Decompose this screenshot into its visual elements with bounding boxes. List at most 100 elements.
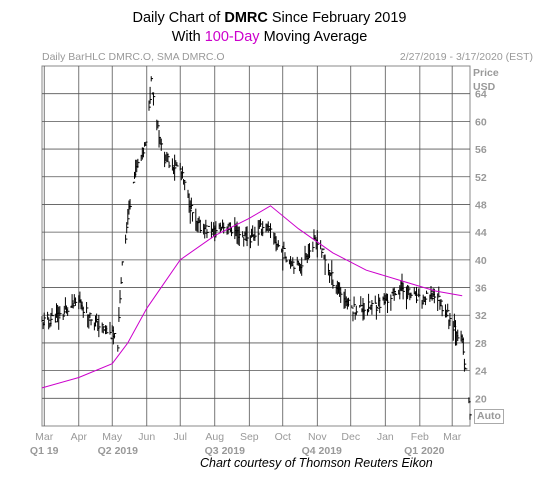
price-bar <box>72 302 76 309</box>
price-bar <box>113 333 117 339</box>
price-bar <box>463 358 467 372</box>
price-bar <box>243 237 246 247</box>
price-bar <box>254 226 257 241</box>
price-bar <box>187 189 190 198</box>
price-bar <box>449 312 452 326</box>
price-bar <box>418 288 421 298</box>
plot-frame <box>41 65 471 427</box>
price-bar <box>323 254 326 260</box>
price-bar <box>468 397 471 404</box>
price-bar <box>394 292 398 296</box>
price-bar <box>106 325 109 335</box>
price-bar <box>277 240 281 248</box>
price-bar <box>184 180 187 191</box>
price-bar <box>109 321 112 335</box>
price-bar <box>120 277 123 284</box>
price-bar <box>183 178 186 185</box>
price-bar <box>101 322 104 333</box>
price-bar <box>102 326 106 334</box>
y-tick-label: 48 <box>475 199 487 211</box>
price-bar <box>63 305 67 315</box>
y-tick-label: 40 <box>475 255 487 267</box>
price-bar <box>179 162 183 171</box>
x-tick-label: Mar <box>35 431 54 443</box>
price-bar <box>137 158 140 168</box>
price-bar <box>421 299 424 309</box>
price-bar <box>447 303 450 313</box>
x-tick-label: Mar <box>443 431 462 443</box>
price-bar <box>452 321 456 341</box>
price-bar <box>199 219 203 233</box>
price-bar <box>351 305 354 309</box>
price-bar <box>167 153 170 163</box>
y-tick-label: 28 <box>475 338 487 350</box>
price-bar <box>125 234 128 244</box>
price-bar <box>430 285 433 300</box>
price-bar <box>390 294 393 311</box>
price-bar <box>431 292 434 301</box>
price-bar <box>371 300 374 315</box>
price-bar <box>48 317 51 330</box>
y-axis-unit-price: Price <box>473 67 499 79</box>
moving-average-label: 100-Day <box>204 29 260 45</box>
price-bar <box>205 219 208 230</box>
price-bar <box>59 306 62 317</box>
price-bar <box>363 302 366 320</box>
price-bar <box>230 227 234 237</box>
price-bar <box>446 309 449 318</box>
price-bar <box>259 218 263 227</box>
y-tick-label: 36 <box>475 283 487 295</box>
price-bar <box>410 292 413 299</box>
price-bar <box>156 119 159 131</box>
y-tick-label: 32 <box>475 310 487 322</box>
x-tick-label: Dec <box>341 431 360 443</box>
price-bar <box>387 293 390 313</box>
price-bar <box>150 76 154 82</box>
price-bar <box>174 154 177 181</box>
price-bar <box>47 311 50 320</box>
price-bar <box>422 294 425 304</box>
price-bar <box>352 311 355 322</box>
price-bar <box>67 308 70 316</box>
x-tick-label: Feb <box>411 431 429 443</box>
quarter-label: Q4 2019 <box>302 445 342 457</box>
title-prefix: Daily Chart of <box>132 10 225 26</box>
price-bar <box>96 313 99 323</box>
price-bar <box>355 305 359 316</box>
chart-title-line1: Daily Chart of DMRC Since February 2019 <box>0 10 539 26</box>
price-bar <box>375 304 379 320</box>
price-bar <box>426 290 429 294</box>
price-bar <box>207 225 210 227</box>
price-bar <box>71 294 74 309</box>
price-bar <box>88 314 91 329</box>
price-bar <box>160 138 164 151</box>
y-tick-label: 56 <box>475 144 487 156</box>
y-tick-label: 44 <box>475 227 487 239</box>
price-bar <box>416 286 419 304</box>
x-tick-label: May <box>102 431 123 443</box>
price-bar <box>66 305 69 314</box>
price-bar <box>43 312 47 326</box>
auto-scale-button[interactable]: Auto <box>474 409 504 424</box>
price-bar <box>283 241 286 250</box>
price-bar <box>149 86 152 104</box>
price-bar <box>249 235 253 249</box>
price-bar <box>292 257 295 267</box>
price-bar <box>262 221 265 237</box>
price-bar <box>331 260 334 286</box>
price-bar <box>282 245 285 271</box>
price-bar <box>110 337 113 340</box>
quarter-label: Q3 2019 <box>205 445 245 457</box>
chart-title-line2: With 100-Day Moving Average <box>0 29 539 45</box>
x-tick-label: Apr <box>71 431 88 443</box>
price-bar <box>197 217 200 233</box>
price-bar <box>141 147 145 160</box>
price-bar <box>121 261 125 266</box>
price-bar <box>86 301 89 314</box>
price-bar <box>219 222 223 233</box>
price-bar <box>437 293 440 311</box>
price-bar <box>353 296 356 308</box>
price-bar <box>157 121 160 129</box>
price-bar <box>327 263 331 276</box>
price-bar <box>98 314 101 338</box>
